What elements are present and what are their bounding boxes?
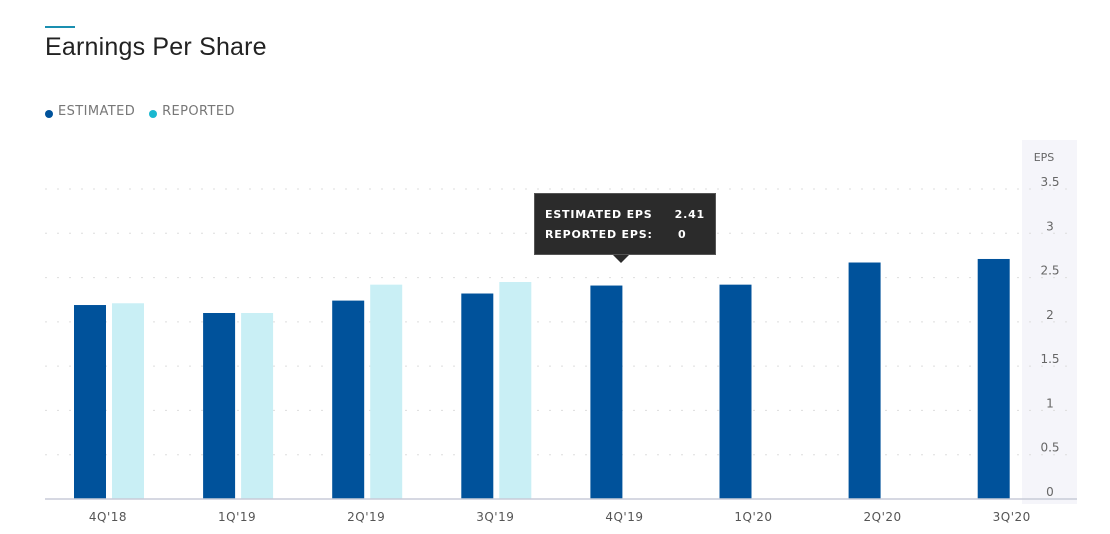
bar-estimated bbox=[203, 313, 236, 499]
y-tick-label: 0.5 bbox=[1040, 441, 1059, 455]
legend-dot-icon bbox=[45, 110, 53, 118]
tooltip-arrow-icon bbox=[613, 255, 629, 263]
bar-estimated bbox=[719, 284, 752, 499]
y-tick-label: 3.5 bbox=[1040, 175, 1059, 189]
tooltip-reported-value: 0 bbox=[678, 228, 687, 241]
x-tick-label: 4Q'18 bbox=[89, 510, 127, 524]
x-tick-label: 1Q'19 bbox=[218, 510, 256, 524]
x-tick-label: 3Q'20 bbox=[993, 510, 1031, 524]
y-tick-label: 0 bbox=[1046, 485, 1054, 499]
bar-reported bbox=[112, 303, 144, 499]
bar-reported bbox=[370, 284, 403, 499]
y-axis-panel bbox=[1022, 140, 1077, 504]
y-tick-label: 2 bbox=[1046, 308, 1054, 322]
y-tick-label: 1.5 bbox=[1040, 352, 1059, 366]
tooltip-estimated-value: 2.41 bbox=[674, 208, 705, 221]
x-tick-label: 1Q'20 bbox=[734, 510, 772, 524]
tooltip-estimated-label: ESTIMATED EPS bbox=[545, 208, 653, 221]
legend-label: ESTIMATED bbox=[58, 104, 136, 119]
legend: ESTIMATED REPORTED bbox=[45, 104, 235, 119]
y-tick-label: 2.5 bbox=[1040, 264, 1059, 278]
legend-label: REPORTED bbox=[162, 104, 235, 119]
bar-estimated bbox=[332, 300, 365, 499]
tooltip: ESTIMATED EPS 2.41 REPORTED EPS: 0 bbox=[534, 193, 716, 255]
y-tick-label: 1 bbox=[1046, 396, 1054, 410]
bar-reported bbox=[499, 282, 532, 499]
y-axis-title: EPS bbox=[1034, 151, 1055, 164]
bar-estimated bbox=[461, 293, 494, 499]
x-tick-label: 2Q'20 bbox=[864, 510, 902, 524]
x-tick-label: 3Q'19 bbox=[476, 510, 514, 524]
y-tick-label: 3 bbox=[1046, 219, 1054, 233]
legend-dot-icon bbox=[149, 110, 158, 118]
bar-estimated bbox=[977, 258, 1010, 499]
legend-item-estimated[interactable]: ESTIMATED bbox=[45, 104, 135, 119]
bar-estimated bbox=[590, 285, 623, 499]
legend-item-reported[interactable]: REPORTED bbox=[149, 104, 235, 119]
page-title: Earnings Per Share bbox=[45, 33, 267, 61]
bar-estimated bbox=[848, 262, 881, 499]
x-tick-label: 2Q'19 bbox=[347, 510, 385, 524]
tooltip-reported-label: REPORTED EPS: bbox=[545, 228, 653, 241]
x-tick-label: 4Q'19 bbox=[605, 510, 643, 524]
bar-reported bbox=[241, 313, 274, 499]
title-accent-line bbox=[45, 26, 75, 28]
bar-estimated bbox=[74, 305, 106, 499]
